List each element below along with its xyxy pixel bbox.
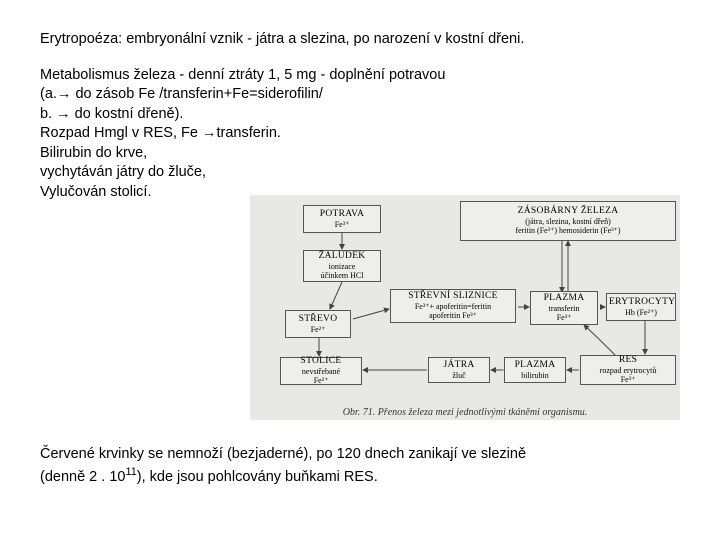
p2e: Bilirubin do krve, [40, 144, 680, 164]
node-potrava: POTRAVAFe³⁺ [303, 205, 381, 233]
node-zasobarny: ZÁSOBÁRNY ŽELEZA(játra, slezina, kostní … [460, 201, 676, 241]
paragraph-2: Metabolismus železa - denní ztráty 1, 5 … [40, 66, 680, 203]
p2f: vychytáván játry do žluče, [40, 163, 680, 183]
node-title: PLAZMA [533, 293, 595, 304]
node-title: PLAZMA [507, 360, 563, 371]
node-sub: ionizace účinkem HCl [306, 262, 378, 280]
node-title: ŽALUDEK [306, 251, 378, 262]
p2b: (a.→ do zásob Fe /transferin+Fe=siderofi… [40, 85, 680, 105]
node-sub: Fe³⁺ [306, 220, 378, 229]
node-title: STOLICE [283, 356, 359, 367]
p3b-suffix: ), kde jsou pohlcovány buňkami RES. [137, 468, 378, 484]
node-plazma2: PLAZMAbilirubin [504, 357, 566, 383]
node-title: STŘEVO [288, 314, 348, 325]
node-jatra: JÁTRAžluč [428, 357, 490, 383]
node-sub: transferin Fe³⁺ [533, 304, 595, 322]
node-title: ERYTROCYTY [609, 297, 673, 308]
diagram-caption: Obr. 71. Přenos železa mezi jednotlivými… [250, 407, 680, 418]
node-sub: (játra, slezina, kostní dřeň) feritin (F… [463, 217, 673, 235]
node-sub: Fe³⁺+ apoferitin=feritin apoferitin Fe³⁺ [393, 302, 513, 320]
node-sub: nevstřebané Fe²⁺ [283, 367, 359, 385]
node-plazma1: PLAZMAtransferin Fe³⁺ [530, 291, 598, 325]
node-ery: ERYTROCYTYHb (Fe²⁺) [606, 293, 676, 321]
node-sl_sliz: STŘEVNÍ SLIZNICEFe³⁺+ apoferitin=feritin… [390, 289, 516, 323]
node-sub: žluč [431, 371, 487, 380]
node-sub: Hb (Fe²⁺) [609, 308, 673, 317]
p3b-exp: 11 [125, 466, 136, 478]
p1-text: Erytropoéza: embryonální vznik - játra a… [40, 30, 680, 50]
node-title: ZÁSOBÁRNY ŽELEZA [463, 206, 673, 217]
node-stolice: STOLICEnevstřebané Fe²⁺ [280, 357, 362, 385]
node-zaludek: ŽALUDEKionizace účinkem HCl [303, 250, 381, 282]
p2a: Metabolismus železa - denní ztráty 1, 5 … [40, 66, 680, 86]
p2d: Rozpad Hmgl v RES, Fe →transferin. [40, 124, 680, 144]
paragraph-1: Erytropoéza: embryonální vznik - játra a… [40, 30, 680, 50]
paragraph-3: Červené krvinky se nemnoží (bezjaderné),… [40, 445, 680, 487]
node-title: RES [583, 355, 673, 366]
p3b: (denně 2 . 1011), kde jsou pohlcovány bu… [40, 465, 680, 487]
node-title: JÁTRA [431, 360, 487, 371]
node-title: STŘEVNÍ SLIZNICE [393, 291, 513, 302]
node-sub: Fe²⁺ [288, 325, 348, 334]
node-title: POTRAVA [306, 209, 378, 220]
node-sub: rozpad erytrocytů Fe³⁺ [583, 366, 673, 384]
node-res: RESrozpad erytrocytů Fe³⁺ [580, 355, 676, 385]
node-strevo: STŘEVOFe²⁺ [285, 310, 351, 338]
node-sub: bilirubin [507, 371, 563, 380]
p3a: Červené krvinky se nemnoží (bezjaderné),… [40, 445, 680, 465]
p2c: b. → do kostní dřeně). [40, 105, 680, 125]
p3b-prefix: (denně 2 . 10 [40, 468, 125, 484]
iron-transfer-diagram: Obr. 71. Přenos železa mezi jednotlivými… [250, 195, 680, 420]
